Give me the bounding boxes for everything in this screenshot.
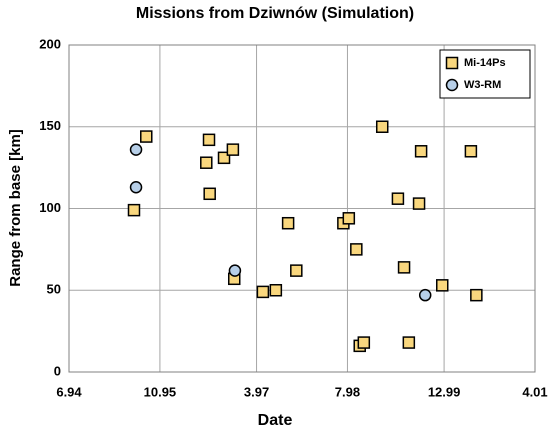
point — [342, 212, 356, 225]
x-axis-label: Date — [258, 412, 293, 429]
point — [290, 264, 303, 277]
point — [402, 336, 416, 349]
plot-border — [68, 44, 536, 373]
point — [200, 156, 213, 169]
point — [418, 288, 432, 302]
legend-marker — [445, 56, 459, 70]
point — [470, 288, 483, 302]
point — [281, 216, 295, 230]
point — [202, 133, 216, 147]
point — [464, 145, 478, 158]
x-tick-label: 12.99 — [428, 384, 461, 399]
y-tick-label: 200 — [39, 36, 61, 51]
y-tick-label: 100 — [39, 200, 61, 215]
legend-label: W3-RM — [464, 79, 501, 91]
x-tick-label: 7.98 — [335, 384, 360, 399]
legend-marker — [445, 78, 459, 92]
x-tick-label: 3.97 — [244, 384, 269, 399]
y-tick-label: 150 — [39, 118, 61, 133]
point — [436, 279, 449, 292]
y-tick-label: 50 — [47, 282, 61, 297]
point — [217, 151, 231, 165]
point — [357, 336, 371, 349]
point — [350, 243, 363, 256]
point — [228, 264, 242, 277]
point — [414, 145, 428, 158]
chart-title: Missions from Dziwnów (Simulation) — [136, 5, 414, 22]
point — [256, 285, 270, 299]
point — [391, 192, 405, 205]
point — [397, 261, 411, 274]
y-tick-label: 0 — [54, 363, 61, 378]
x-tick-label: 10.95 — [144, 384, 177, 399]
x-tick-label: 6.94 — [56, 384, 82, 399]
x-tick-label: 4.01 — [522, 384, 547, 399]
point — [140, 130, 153, 143]
point — [203, 187, 216, 201]
point — [129, 180, 143, 194]
point — [375, 120, 389, 133]
legend-label: Mi-14Ps — [464, 57, 506, 69]
point — [129, 143, 143, 156]
y-axis-label: Range from base [km] — [7, 129, 24, 287]
point — [226, 143, 240, 156]
point — [269, 284, 283, 297]
point — [412, 197, 426, 210]
point — [127, 203, 141, 217]
